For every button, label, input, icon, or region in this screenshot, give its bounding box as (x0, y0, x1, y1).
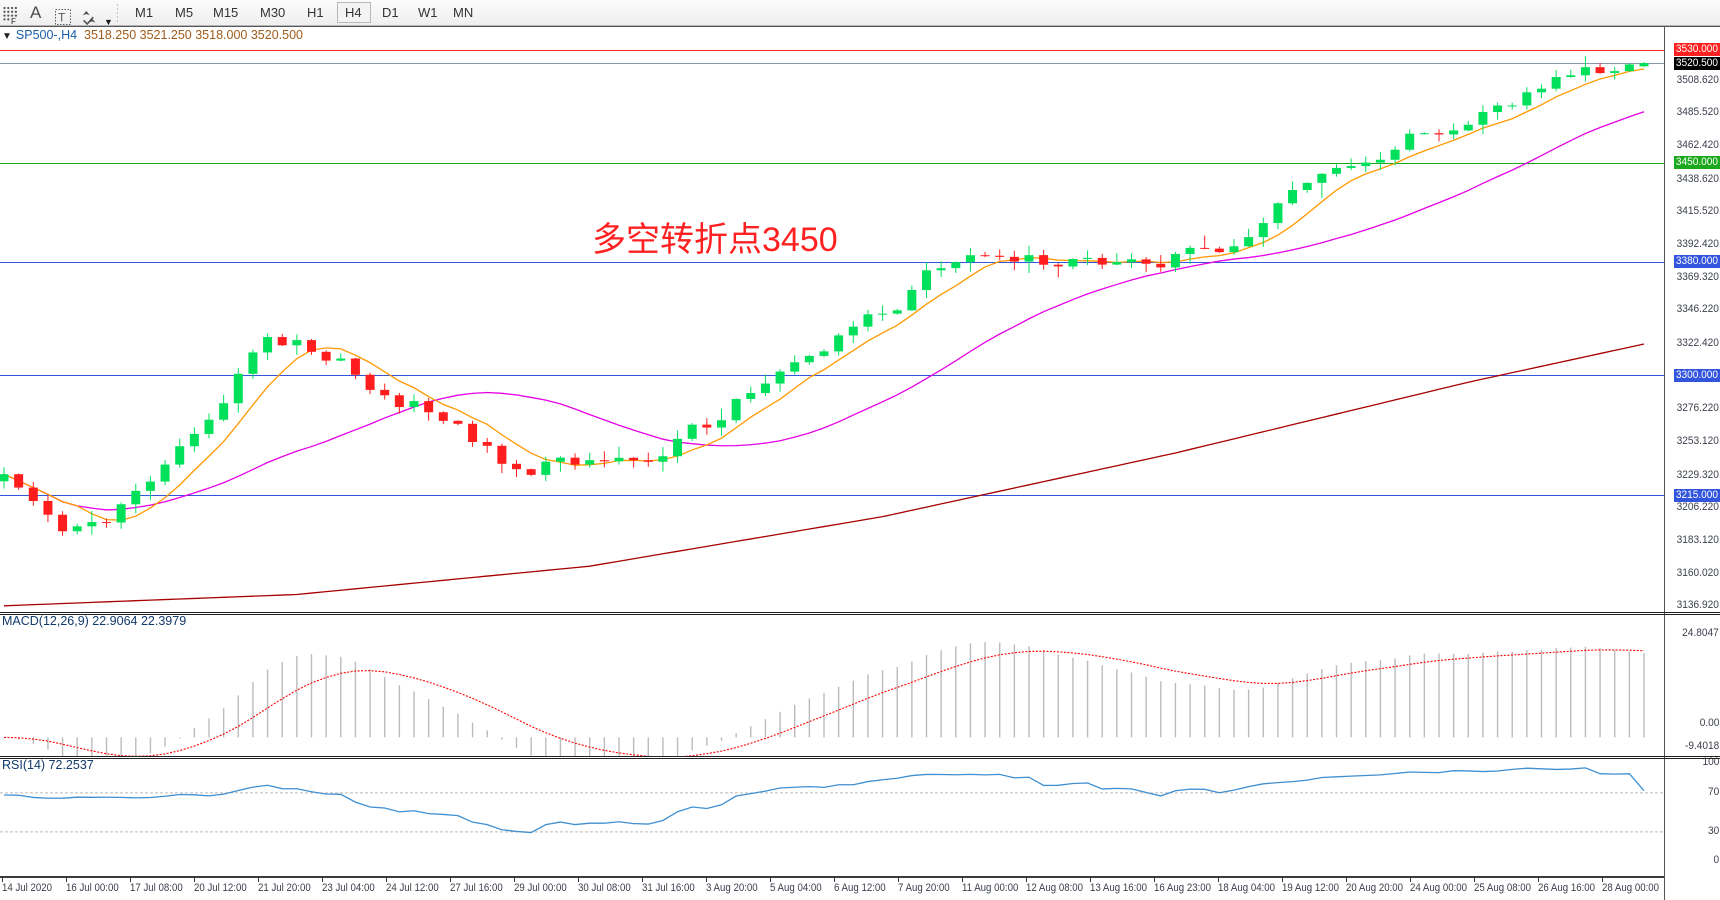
svg-text:F: F (11, 17, 16, 26)
svg-text:T: T (58, 11, 66, 25)
